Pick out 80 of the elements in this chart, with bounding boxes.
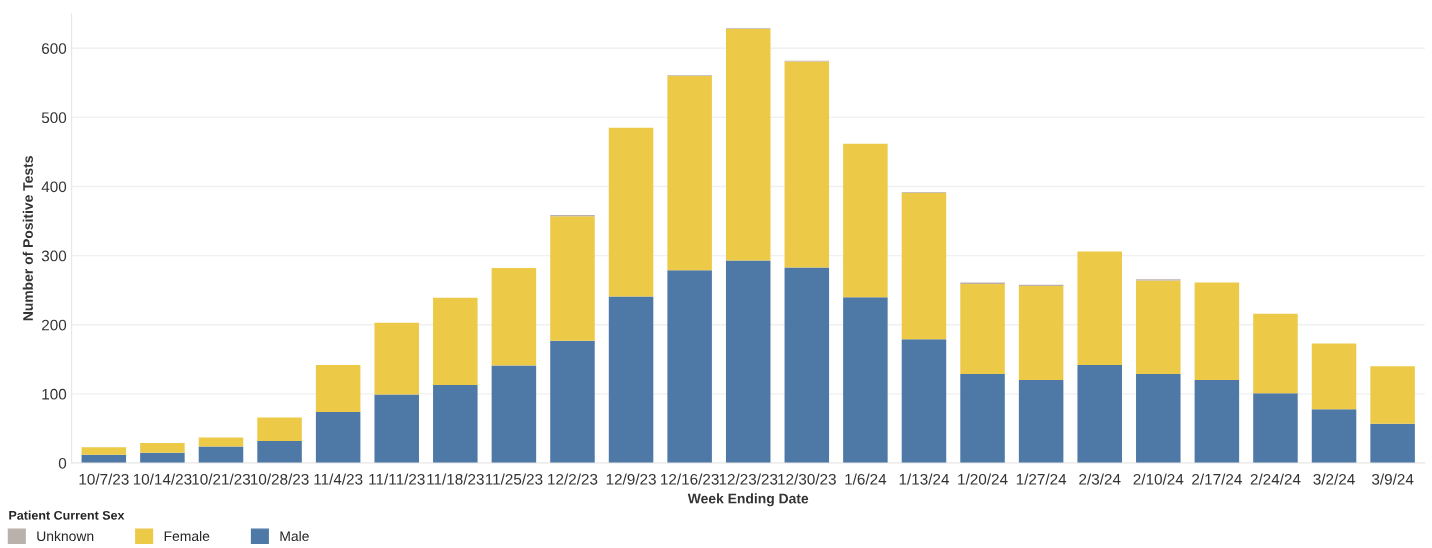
x-tick-label: 12/16/23	[661, 473, 719, 485]
y-tick-label: 500	[41, 112, 67, 124]
bar	[901, 339, 947, 464]
y-tick-label: 400	[41, 181, 67, 193]
bar	[140, 443, 185, 453]
x-tick-label: 1/13/24	[899, 473, 950, 485]
legend-title: Patient Current Sex	[9, 510, 125, 520]
bar	[1370, 423, 1415, 464]
x-axis-title: Week Ending Date	[687, 493, 809, 507]
bar	[198, 437, 244, 447]
legend-label: Male	[280, 530, 309, 542]
bar	[725, 28, 771, 261]
bar	[491, 365, 537, 464]
x-tick-label: 1/6/24	[845, 473, 887, 485]
x-tick-label: 11/18/23	[427, 473, 484, 485]
bar	[81, 447, 127, 455]
bar	[1077, 364, 1122, 464]
bar	[1194, 282, 1240, 381]
bar	[374, 394, 419, 464]
x-tick-label: 11/25/23	[485, 473, 543, 485]
bar	[1018, 286, 1064, 381]
bar	[843, 297, 888, 464]
x-tick-label: 1/27/24	[1016, 473, 1067, 485]
x-tick-label: 10/28/23	[251, 473, 309, 485]
y-tick-label: 100	[42, 388, 67, 400]
bar	[843, 143, 888, 298]
bar	[433, 384, 478, 464]
bar	[491, 268, 537, 366]
x-tick-label: 12/23/23	[719, 473, 778, 485]
bar	[784, 267, 830, 464]
x-tick-label: 10/21/23	[192, 473, 251, 485]
x-tick-label: 11/11/23	[369, 473, 425, 485]
bar	[550, 340, 595, 464]
bar	[1311, 409, 1357, 464]
y-tick-label: 200	[42, 319, 67, 331]
bar	[1018, 380, 1064, 464]
bar	[1370, 366, 1415, 424]
bar	[1194, 380, 1240, 464]
bar	[550, 216, 595, 341]
x-tick-label: 10/7/23	[79, 473, 129, 485]
x-tick-label: 2/17/24	[1192, 473, 1242, 485]
y-axis-title: Number of Positive Tests	[22, 156, 33, 321]
bar	[257, 417, 302, 441]
bar	[257, 440, 302, 464]
bar	[1077, 251, 1122, 365]
bar	[725, 260, 771, 464]
bar	[667, 270, 712, 464]
bar	[1253, 313, 1298, 394]
bar	[608, 296, 654, 464]
bar	[784, 61, 830, 268]
x-tick-label: 10/14/23	[133, 473, 192, 485]
x-tick-label: 11/4/23	[314, 473, 363, 485]
bar	[608, 127, 654, 297]
legend-label: Unknown	[37, 530, 94, 542]
x-tick-label: 1/20/24	[958, 473, 1008, 485]
bar	[315, 411, 361, 464]
x-tick-label: 3/2/24	[1313, 473, 1355, 485]
bar	[1136, 373, 1181, 464]
bar	[667, 75, 712, 271]
legend-label: Female	[164, 530, 210, 542]
x-tick-label: 12/9/23	[606, 473, 656, 485]
bar	[901, 192, 947, 340]
bar	[960, 373, 1005, 464]
bar	[1136, 280, 1181, 374]
x-tick-label: 2/10/24	[1133, 473, 1184, 485]
bar	[315, 364, 361, 412]
y-tick-label: 600	[42, 43, 67, 54]
bar	[1311, 343, 1357, 410]
x-tick-label: 3/9/24	[1371, 473, 1414, 485]
bar	[433, 297, 478, 385]
x-tick-label: 12/30/23	[778, 473, 836, 485]
bar	[1253, 393, 1298, 464]
x-tick-label: 2/3/24	[1079, 473, 1121, 485]
bar	[374, 322, 419, 395]
y-tick-label: 0	[58, 457, 67, 469]
bar	[198, 446, 244, 464]
bar	[960, 284, 1005, 374]
x-tick-label: 12/2/23	[548, 473, 598, 485]
x-tick-label: 2/24/24	[1250, 473, 1301, 485]
y-tick-label: 300	[41, 250, 67, 262]
